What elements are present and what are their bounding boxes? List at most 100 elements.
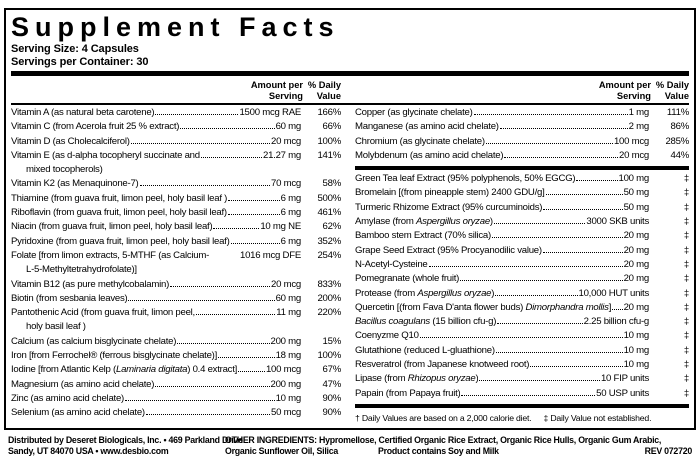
daily-value: 90%: [322, 392, 342, 404]
leader-dots: [124, 399, 275, 401]
name-text: ]: [608, 301, 612, 313]
distributor-line2: Sandy, UT 84070 USA • www.desbio.com: [8, 446, 169, 456]
daily-value: ‡: [683, 273, 689, 285]
nutrient-continuation: L-5-Methyltetrahydrofolate)]: [26, 264, 137, 276]
nutrient-name: Iodine [from Atlantic Kelp (Laminaria di…: [11, 363, 237, 377]
amount-value: 70 mcg: [271, 178, 301, 190]
species-name-italic: Aspergillus oryzae: [417, 287, 492, 299]
nutrient-row: Magnesium (as amino acid chelate) 200 mg 4…: [11, 378, 341, 392]
nutrient-row: Copper (as glycinate chelate) 1 mg 111%: [355, 106, 689, 120]
name-text: Grape Seed Extract (95% Procyanodilic va…: [355, 244, 542, 256]
amount-value: 20 mcg: [619, 149, 649, 161]
nutrient-name: Vitamin E (as d-alpha tocopheryl succina…: [11, 149, 200, 163]
nutrient-name: Riboflavin (from guava fruit, limon peel…: [11, 206, 227, 220]
amount-value: 10 mg: [623, 330, 650, 342]
nutrient-row: Coenyzme Q10 10 mg ‡: [355, 329, 689, 343]
leader-dots: [213, 228, 260, 230]
nutrient-name: Iron [from Ferrochel® (ferrous bisglycin…: [11, 349, 217, 363]
name-text: Molybdenum (as amino acid chelate): [355, 149, 504, 161]
leader-dots: [180, 128, 275, 130]
name-text: Calcium (as calcium bisglycinate chelate…: [11, 335, 177, 347]
amount-value: 20 mcg: [271, 135, 301, 147]
other-ingredients-line2: Organic Sunflower Oil, Silica Product co…: [225, 446, 692, 457]
name-text: Chromium (as glycinate chelate): [355, 135, 485, 147]
nutrient-name: Thiamine (from guava fruit, limon peel, …: [11, 192, 227, 206]
amount-value: 100 mcg: [613, 135, 649, 147]
nutrient-name: Green Tea leaf Extract (95% polyphenols,…: [355, 172, 575, 186]
name-text: Copper (as glycinate chelate): [355, 107, 473, 118]
footnote-divider-bar: [355, 403, 689, 408]
nutrient-name: Vitamin B12 (as pure methylcobalamin): [11, 278, 169, 292]
daily-value: ‡: [683, 230, 689, 242]
nutrient-name: Bromelain [(from pineapple stem) 2400 GD…: [355, 186, 545, 200]
species-name-italic: Rhizopus oryzae: [407, 373, 476, 385]
daily-value-header: % Daily Value: [655, 80, 689, 101]
amount-value: 50 mg: [623, 201, 650, 213]
column-headers-right: Amount per Serving % Daily Value: [355, 76, 689, 103]
leader-dots: [139, 185, 271, 187]
name-text: Glutathione (reduced L-gluathione): [355, 344, 495, 356]
leader-dots: [238, 371, 265, 373]
amount-value: 3000 SKB units: [586, 216, 649, 228]
name-text: Amylase (from: [355, 216, 417, 228]
daily-value: 47%: [322, 378, 342, 390]
amount-value: 1500 mcg RAE: [239, 107, 301, 118]
daily-value: ‡: [683, 301, 689, 313]
amount-value: 20 mg: [623, 244, 650, 256]
amount-value: 10 mg: [623, 359, 650, 371]
leader-dots: [497, 323, 583, 325]
amount-value: 6 mg: [280, 192, 302, 204]
nutrient-row: Resveratrol (from Japanese knotweed root…: [355, 358, 689, 372]
left-nutrient-column: Vitamin A (as natural beta carotene) 1500…: [11, 106, 341, 424]
leader-dots: [419, 337, 623, 339]
nutrient-row: Vitamin B12 (as pure methylcobalamin) 20 …: [11, 278, 341, 292]
nutrient-name: Vitamin D (as Cholecalciferol): [11, 135, 130, 149]
nutrient-row: Papain (from Papaya fruit) 50 USP units ‡: [355, 387, 689, 401]
leader-dots: [145, 414, 271, 416]
leader-dots: [170, 285, 271, 287]
nutrient-row: Vitamin A (as natural beta carotene) 1500…: [11, 106, 341, 120]
nutrient-row: Niacin (from guava fruit, limon peel, ho…: [11, 220, 341, 234]
nutrient-name: Vitamin A (as natural beta carotene): [11, 106, 154, 120]
nutrient-columns: Vitamin A (as natural beta carotene) 1500…: [11, 106, 689, 424]
nutrient-name: Calcium (as calcium bisglycinate chelate…: [11, 335, 176, 349]
serving-size: Serving Size: 4 Capsules: [11, 43, 139, 55]
nutrient-row: Calcium (as calcium bisglycinate chelate…: [11, 335, 341, 349]
footnote-daily-values: † Daily Values are based on a 2,000 calo…: [355, 412, 532, 423]
nutrient-row: N-Acetyl-Cysteine 20 mg ‡: [355, 258, 689, 272]
daily-value: ‡: [683, 173, 689, 185]
revision-number: REV 072720: [644, 446, 693, 456]
nutrient-row: Folate [from limon extracts, 5-MTHF (as …: [11, 249, 341, 263]
daily-value: 200%: [317, 292, 341, 304]
nutrient-name: Pyridoxine (from guava fruit, limon peel…: [11, 235, 230, 249]
label-footer: Distributed by Deseret Biologicals, Inc.…: [8, 435, 692, 457]
name-text: Papain (from Papaya fruit): [355, 387, 461, 399]
column-headers: Amount per Serving % Daily Value Amount …: [11, 76, 689, 103]
nutrient-continuation: holy basil leaf ): [26, 321, 86, 333]
amount-value: 20 mcg: [271, 278, 301, 290]
amount-value: 20 mg: [623, 230, 650, 242]
daily-value: 62%: [322, 221, 342, 233]
daily-value: 141%: [317, 149, 341, 161]
nutrient-row: Quercetin [(from Fava D'anta flower buds…: [355, 301, 689, 315]
leader-dots: [155, 385, 270, 387]
footnote-not-established: ‡ Daily Value not established.: [543, 412, 652, 423]
name-text: Thiamine (from guava fruit, limon peel, …: [11, 192, 228, 204]
nutrient-row: Molybdenum (as amino acid chelate) 20 mcg…: [355, 149, 689, 163]
nutrient-row: Selenium (as amino acid chelate) 50 mcg 90…: [11, 406, 341, 420]
nutrient-row: Iron [from Ferrochel® (ferrous bisglycin…: [11, 349, 341, 363]
leader-dots: [499, 128, 628, 130]
nutrient-row: Lipase (from Rhizopus oryzae) 10 FIP unit…: [355, 372, 689, 386]
distributor-block: Distributed by Deseret Biologicals, Inc.…: [8, 435, 243, 457]
header-thick-bar: [11, 71, 689, 76]
daily-value: 67%: [322, 364, 342, 376]
nutrient-name: Molybdenum (as amino acid chelate): [355, 149, 503, 163]
nutrient-name: Vitamin C (from Acerola fruit 25 % extra…: [11, 120, 179, 134]
amount-value: 11 mg: [276, 307, 301, 319]
nutrient-row: Biotin (from sesbania leaves) 60 mg 200%: [11, 292, 341, 306]
amount-value: 10 mg: [623, 344, 650, 356]
amount-value: 100 mcg: [265, 364, 301, 376]
nutrient-row: Zinc (as amino acid chelate) 10 mg 90%: [11, 392, 341, 406]
amount-value: 60 mg: [275, 121, 302, 133]
nutrient-row: Chromium (as glycinate chelate) 100 mcg 28…: [355, 135, 689, 149]
